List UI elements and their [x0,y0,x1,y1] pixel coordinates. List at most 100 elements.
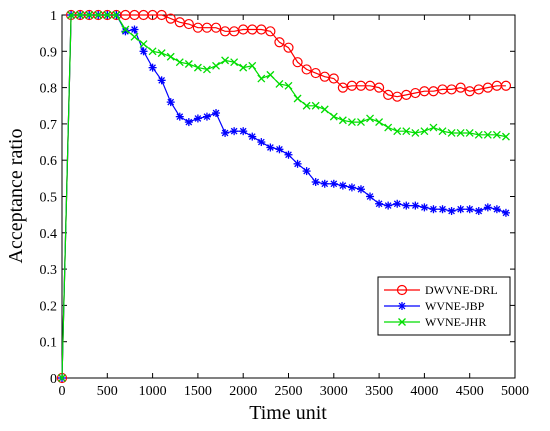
data-point [184,60,193,68]
data-point [148,63,157,72]
data-point [474,130,483,139]
data-point [420,127,429,136]
data-point [338,181,347,190]
series-dwvne-drl [56,9,512,384]
data-point [139,47,148,56]
y-tick-label: 0.2 [40,299,58,314]
data-point [212,61,220,70]
data-point [139,40,148,48]
legend-label: DWVNE-DRL [425,283,498,297]
series-line [61,14,506,379]
data-point [447,207,456,216]
data-point [357,118,365,127]
data-point [447,129,456,137]
data-point [156,9,167,21]
x-tick-label: 1000 [139,384,167,399]
data-point [483,130,492,139]
data-point [384,201,393,210]
data-point [465,205,474,214]
data-point [374,82,385,93]
x-tick-label: 0 [59,384,66,399]
data-point [293,159,302,168]
y-axis-label: Acceptance ratio [5,129,27,264]
data-point [292,57,303,68]
data-point [429,205,438,214]
data-point [310,67,321,79]
data-point [366,114,374,123]
data-point [483,203,492,212]
data-point [183,18,194,30]
data-point [402,201,411,210]
y-tick-label: 0.6 [40,154,58,169]
data-point [311,177,320,186]
data-point [275,80,284,88]
x-tick-label: 2000 [229,384,257,399]
data-point [438,127,447,136]
data-point [375,118,384,127]
y-tick-label: 0 [50,372,57,387]
y-tick-label: 0.9 [40,45,58,60]
data-point [338,116,347,125]
data-point [347,183,356,192]
legend-marker [396,284,408,296]
data-point [193,114,202,123]
data-point [366,192,375,201]
data-point [130,32,139,41]
y-tick-label: 1 [50,9,57,24]
data-point [221,128,230,137]
data-point [420,203,429,212]
data-point [500,80,512,91]
legend-item: WVNE-JBP [384,299,485,313]
data-point [257,74,266,83]
data-point [67,11,76,19]
data-point [465,129,474,137]
legend-label: WVNE-JBP [425,299,485,313]
y-tick-label: 0.8 [40,82,58,97]
data-point [384,123,393,132]
data-point [193,63,202,72]
data-point [265,26,276,37]
data-point [429,123,438,132]
x-tick-label: 3500 [365,384,393,399]
data-point [311,101,320,110]
data-point [230,58,239,67]
data-point [492,205,501,214]
data-point [248,132,257,141]
data-point [248,61,257,70]
data-point [76,11,85,19]
data-point [501,132,510,141]
y-tick-label: 0.5 [40,191,58,206]
data-point [239,63,248,72]
data-point [165,13,176,24]
data-point [166,52,175,61]
data-point [375,199,384,208]
data-point [103,11,112,19]
data-point [210,22,222,33]
data-point [94,11,103,19]
data-point [455,82,466,93]
x-tick-label: 3000 [320,384,348,399]
data-point [320,105,329,114]
data-point [474,207,483,216]
data-point [302,167,311,176]
data-point [203,65,211,74]
data-point [456,129,465,137]
data-point [121,25,130,34]
data-point [411,201,420,210]
legend-label: WVNE-JHR [425,315,486,329]
data-point [275,145,284,154]
data-point [112,11,121,19]
legend-marker [398,302,406,310]
y-tick-label: 0.1 [40,336,58,351]
data-point [356,185,365,194]
series-group [56,9,512,384]
y-tick-label: 0.7 [40,118,58,133]
data-point [58,374,66,382]
data-point [284,81,293,90]
data-point [230,127,239,136]
data-point [184,118,193,127]
data-point [284,150,293,159]
x-tick-label: 2500 [275,384,303,399]
data-point [175,58,184,67]
data-point [257,138,266,147]
